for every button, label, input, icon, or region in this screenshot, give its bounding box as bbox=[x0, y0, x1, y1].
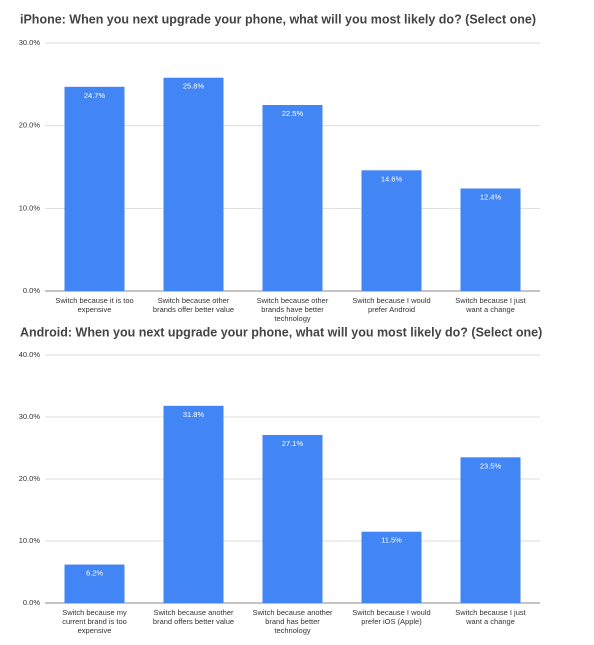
value-label: 27.1% bbox=[282, 439, 304, 448]
bar bbox=[163, 405, 224, 603]
x-tick-label: Switch because another brand offers bett… bbox=[152, 608, 235, 626]
value-label: 12.4% bbox=[480, 192, 502, 201]
x-tick-label: Switch because I would prefer iOS (Apple… bbox=[352, 608, 431, 626]
value-label: 22.5% bbox=[282, 109, 304, 118]
value-label: 6.2% bbox=[86, 569, 103, 578]
value-label: 24.7% bbox=[84, 91, 106, 100]
x-tick-label: Switch because it is too expensive bbox=[55, 296, 134, 314]
bar bbox=[460, 188, 521, 291]
bar bbox=[460, 457, 521, 603]
y-tick-label: 10.0% bbox=[19, 203, 41, 212]
value-label: 23.5% bbox=[480, 461, 502, 470]
x-tick-label: Switch because other brands offer better… bbox=[152, 296, 235, 314]
bar bbox=[361, 170, 422, 291]
value-label: 31.8% bbox=[183, 410, 205, 419]
y-tick-label: 20.0% bbox=[19, 474, 41, 483]
y-tick-label: 40.0% bbox=[19, 350, 41, 359]
value-label: 11.5% bbox=[381, 536, 402, 545]
bar bbox=[262, 434, 323, 603]
y-tick-label: 0.0% bbox=[23, 286, 40, 295]
y-tick-label: 30.0% bbox=[19, 38, 41, 47]
x-tick-label: Switch because I just want a change bbox=[455, 296, 526, 314]
value-label: 25.8% bbox=[183, 82, 205, 91]
x-tick-label: Switch because I would prefer Android bbox=[352, 296, 431, 314]
x-tick-label: Switch because other brands have better … bbox=[256, 296, 329, 323]
bar bbox=[262, 105, 323, 291]
bar bbox=[163, 77, 224, 291]
y-tick-label: 10.0% bbox=[19, 536, 41, 545]
y-tick-label: 20.0% bbox=[19, 121, 41, 130]
chart-title: iPhone: When you next upgrade your phone… bbox=[20, 12, 536, 26]
bar bbox=[361, 531, 422, 603]
x-tick-label: Switch because I just want a change bbox=[455, 608, 526, 626]
chart-title: Android: When you next upgrade your phon… bbox=[20, 325, 542, 339]
value-label: 14.6% bbox=[381, 174, 403, 183]
bar bbox=[64, 86, 125, 292]
y-tick-label: 30.0% bbox=[19, 412, 41, 421]
x-tick-label: Switch because my current brand is too e… bbox=[62, 608, 127, 635]
y-tick-label: 0.0% bbox=[23, 598, 40, 607]
bar bbox=[64, 564, 125, 603]
x-tick-label: Switch because another brand has better … bbox=[252, 608, 333, 635]
